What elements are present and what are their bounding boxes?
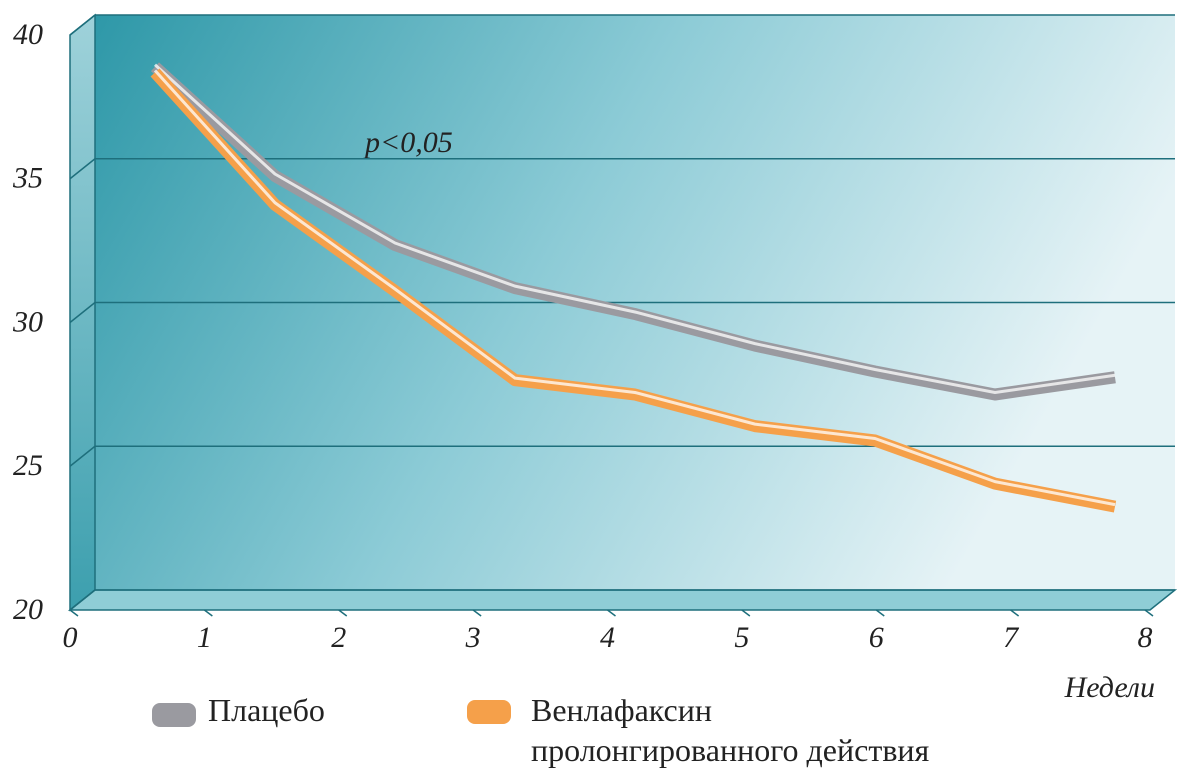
x-tick — [607, 609, 616, 617]
x-axis-label: Недели — [1064, 671, 1155, 704]
x-tick — [1010, 609, 1020, 617]
swatch — [152, 702, 196, 727]
legend-swatch — [152, 702, 196, 727]
side-grid-line — [69, 589, 96, 611]
x-tick — [69, 609, 79, 617]
swatch — [467, 700, 511, 724]
legend-item: Венлафаксин пролонгированного действия — [465, 690, 935, 770]
y-tick-label: 35 — [12, 162, 43, 195]
series-line — [150, 68, 1117, 513]
x-tick — [203, 609, 213, 617]
x-tick-label: 7 — [1003, 621, 1020, 654]
legend-item: Плацебо — [150, 690, 325, 730]
x-tick — [472, 609, 482, 617]
x-tick — [1144, 609, 1154, 617]
side-grid-line — [69, 158, 96, 180]
x-tick — [875, 609, 885, 617]
x-tick-label: 3 — [465, 621, 481, 654]
x-tick-label: 8 — [1138, 621, 1153, 654]
annotation: p<0,05 — [363, 126, 453, 159]
legend-label: Венлафаксин пролонгированного действия — [531, 692, 930, 768]
side-grid-line — [69, 301, 96, 324]
line-highlight — [153, 69, 1116, 507]
legend-label: Плацебо — [208, 692, 325, 728]
x-tick — [338, 609, 348, 617]
y-tick-label: 40 — [13, 18, 43, 51]
x-tick-label: 4 — [600, 621, 615, 654]
x-tick-label: 0 — [63, 621, 78, 654]
series-line — [150, 62, 1116, 401]
side-grid-line — [69, 14, 96, 36]
x-tick-label: 5 — [734, 621, 749, 654]
x-tick-label: 2 — [331, 621, 346, 654]
line-highlight — [153, 63, 1116, 394]
x-tick-label: 1 — [197, 621, 212, 654]
y-tick-label: 30 — [12, 305, 43, 338]
side-grid-line — [69, 445, 96, 467]
x-tick-label: 6 — [869, 621, 884, 654]
x-tick — [741, 609, 751, 617]
legend-swatch — [467, 700, 511, 724]
y-tick-label: 25 — [13, 449, 43, 482]
floor — [67, 589, 1178, 611]
y-tick-label: 20 — [13, 593, 43, 626]
